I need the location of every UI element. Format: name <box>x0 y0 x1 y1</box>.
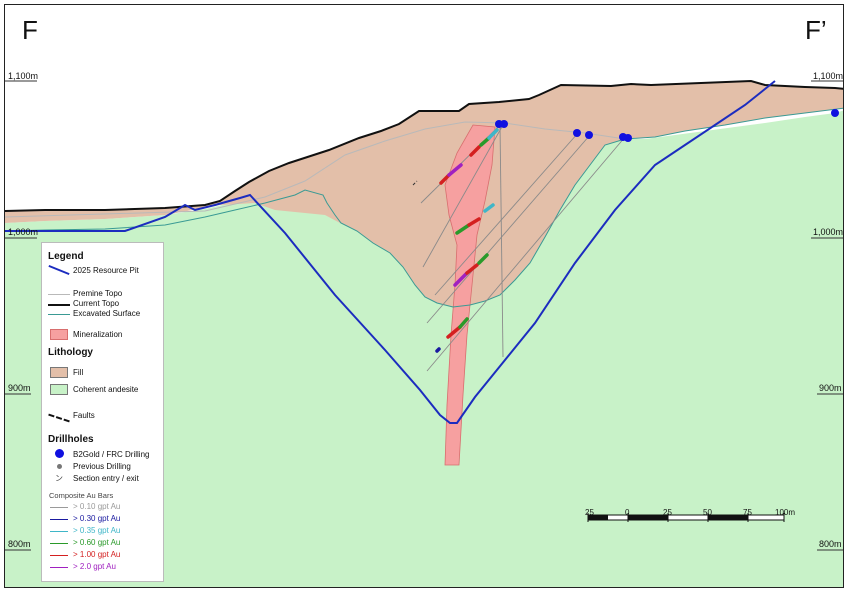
composite-swatch-030 <box>50 519 68 520</box>
collar-dot <box>624 134 632 142</box>
composite-swatch-035 <box>50 531 68 532</box>
b2gold-collar-symbol <box>55 449 64 458</box>
legend-b2gold: B2Gold / FRC Drilling <box>73 450 150 459</box>
composite-bar <box>439 173 451 185</box>
collar-dot <box>500 120 508 128</box>
elevation-900-left: 900m <box>8 383 31 393</box>
drillhole-trace <box>426 134 591 324</box>
composite-bar <box>435 347 441 353</box>
mineralization-swatch <box>50 329 68 340</box>
composite-bar <box>469 145 481 157</box>
legend-excavated: Excavated Surface <box>73 309 141 318</box>
composite-060: > 0.60 gpt Au <box>73 538 121 547</box>
scale-label: 100m <box>775 508 796 517</box>
elevation-1100-left: 1,100m <box>8 71 39 81</box>
composite-bar <box>479 136 491 147</box>
composite-swatch-010 <box>50 507 68 508</box>
elevation-1000-right: 1,000m <box>813 227 844 237</box>
composite-035: > 0.35 gpt Au <box>73 526 121 535</box>
drill-collars <box>495 109 839 142</box>
composite-bar <box>487 128 499 140</box>
elevation-800-right: 800m <box>819 539 842 549</box>
previous-drilling-symbol <box>57 464 62 469</box>
composite-title: Composite Au Bars <box>49 491 114 500</box>
composite-bar <box>483 203 495 213</box>
premine-swatch <box>48 294 70 295</box>
legend-premine: Premine Topo <box>73 289 123 298</box>
legend-andesite: Coherent andesite <box>73 385 139 394</box>
composite-bar <box>465 263 479 275</box>
drillhole-trace <box>422 124 504 268</box>
composite-swatch-200 <box>50 567 68 568</box>
current-topo-swatch <box>48 304 70 306</box>
drillhole-trace <box>426 136 626 372</box>
legend-panel: Legend 2025 Resource Pit Premine Topo Cu… <box>41 242 164 582</box>
scale-label: 0 <box>625 508 630 517</box>
andesite-swatch <box>50 384 68 395</box>
fault-swatch <box>48 413 70 423</box>
pit-swatch <box>48 264 70 276</box>
composite-bar <box>477 253 489 265</box>
fault-line <box>412 180 418 186</box>
legend-section-entry: Section entry / exit <box>73 474 139 483</box>
composite-bar <box>467 217 481 227</box>
composite-swatch-060 <box>50 543 68 544</box>
composite-bars <box>435 128 499 353</box>
composite-010: > 0.10 gpt Au <box>73 502 121 511</box>
excavated-swatch <box>48 314 70 315</box>
cross-section-frame: F F’ 1,100m 1,100m 1,000m 1,000m 900m 90… <box>4 4 844 588</box>
legend-mineralization: Mineralization <box>73 330 123 339</box>
collar-dot <box>831 109 839 117</box>
elevation-1000-left: 1,000m <box>8 227 39 237</box>
drillholes-title: Drillholes <box>48 434 94 445</box>
section-label-left: F <box>22 15 38 45</box>
composite-030: > 0.30 gpt Au <box>73 514 121 523</box>
collar-dot <box>585 131 593 139</box>
composite-bar <box>455 223 471 235</box>
elevation-900-right: 900m <box>819 383 842 393</box>
legend-title: Legend <box>48 251 84 262</box>
resource-pit-line <box>5 80 776 424</box>
legend-current: Current Topo <box>73 299 120 308</box>
composite-200: > 2.0 gpt Au <box>73 562 116 571</box>
elevation-1100-right: 1,100m <box>813 71 844 81</box>
legend-pit: 2025 Resource Pit <box>73 266 139 275</box>
elevation-ticks <box>5 80 843 551</box>
composite-bar <box>458 317 469 329</box>
drillhole-traces <box>420 124 626 372</box>
legend-faults: Faults <box>73 411 95 420</box>
scale-label: 25 <box>663 508 672 517</box>
composite-bar <box>453 271 469 287</box>
lithology-title: Lithology <box>48 347 93 358</box>
composite-bar <box>446 325 462 339</box>
scale-label: 50 <box>703 508 712 517</box>
current-topo-line <box>5 79 843 212</box>
scale-label: 75 <box>743 508 752 517</box>
section-label-right: F’ <box>805 15 827 45</box>
section-entry-symbol: ン <box>55 474 63 483</box>
legend-previous: Previous Drilling <box>73 462 131 471</box>
scale-bar-graphic <box>587 513 785 522</box>
fill-unit <box>5 81 843 307</box>
elevation-800-left: 800m <box>8 539 31 549</box>
composite-bar <box>447 163 463 177</box>
scale-label: 25 <box>585 508 594 517</box>
mineralization-zone <box>444 124 496 466</box>
drillhole-trace <box>499 124 504 358</box>
drillhole-trace <box>434 132 579 296</box>
composite-100: > 1.00 gpt Au <box>73 550 121 559</box>
fill-swatch <box>50 367 68 378</box>
composite-swatch-100 <box>50 555 68 556</box>
collar-dot <box>573 129 581 137</box>
legend-fill: Fill <box>73 368 84 377</box>
